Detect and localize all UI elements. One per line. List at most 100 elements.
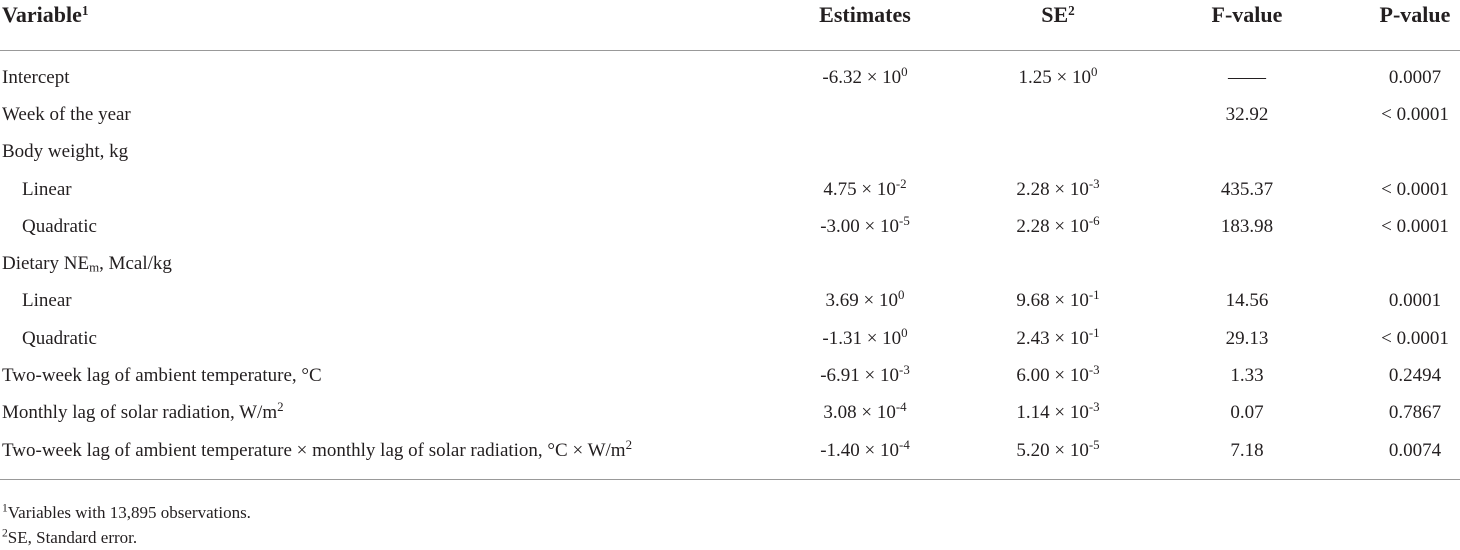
superscript: -2	[895, 175, 907, 191]
text: -3.00 × 10	[820, 215, 900, 237]
text: 32.92	[1225, 103, 1269, 125]
superscript: 1	[2, 501, 8, 515]
table-cell: Two-week lag of ambient temperature, °C	[0, 357, 760, 394]
text: Body weight, kg	[2, 141, 129, 163]
table-cell: Quadratic	[0, 320, 760, 357]
superscript: -3	[1088, 175, 1100, 191]
superscript: -4	[899, 436, 910, 452]
text: Variables with 13,895 observations.	[7, 503, 251, 522]
subscript: m	[89, 259, 100, 275]
header-cell: P-value	[1348, 0, 1460, 51]
superscript: -6	[1088, 212, 1100, 228]
text: Quadratic	[22, 215, 97, 237]
table-cell: 7.18	[1146, 431, 1348, 481]
text: SE	[1041, 2, 1069, 27]
table-cell: 3.69 × 100	[760, 283, 970, 320]
text: Monthly lag of solar radiation, W/m	[2, 402, 278, 424]
table-cell: 183.98	[1146, 208, 1348, 245]
text: Quadratic	[22, 327, 97, 349]
text: 6.00 × 10	[1016, 365, 1089, 387]
table-cell: 0.7867	[1348, 395, 1460, 432]
table-cell: 0.0007	[1348, 51, 1460, 97]
table-cell: -6.91 × 10-3	[760, 357, 970, 394]
table-cell: -1.40 × 10-4	[760, 431, 970, 481]
table-cell: Linear	[0, 171, 760, 208]
table-cell: < 0.0001	[1348, 96, 1460, 133]
text: Variable	[2, 2, 82, 27]
table-cell: 3.08 × 10-4	[760, 395, 970, 432]
header-cell: Variable1	[0, 0, 760, 51]
text: < 0.0001	[1381, 327, 1449, 349]
text: < 0.0001	[1381, 178, 1449, 200]
table-row: Week of the year 32.92 < 0.0001	[0, 96, 1460, 133]
header-row: Variable1 Estimates SE2 F-value P-value	[0, 0, 1460, 51]
table-cell	[1146, 245, 1348, 282]
table-cell	[1348, 134, 1460, 171]
table-row: Monthly lag of solar radiation, W/m2 3.08…	[0, 395, 1460, 432]
text: 1.25 × 10	[1018, 66, 1091, 88]
superscript: 1	[81, 2, 89, 18]
text: 2.28 × 10	[1016, 215, 1089, 237]
text: 1.14 × 10	[1016, 402, 1089, 424]
table-cell: Quadratic	[0, 208, 760, 245]
text: -6.32 × 10	[822, 66, 902, 88]
text: SE, Standard error.	[7, 528, 138, 547]
table-cell: < 0.0001	[1348, 208, 1460, 245]
table-row: Two-week lag of ambient temperature, °C -…	[0, 357, 1460, 394]
table-cell: ——	[1146, 51, 1348, 97]
text: 2.43 × 10	[1016, 327, 1089, 349]
superscript: 0	[901, 63, 908, 79]
table-cell: 9.68 × 10-1	[970, 283, 1146, 320]
text: 3.69 × 10	[825, 290, 898, 312]
table-cell	[760, 96, 970, 133]
superscript: 2	[277, 399, 284, 415]
table-cell: 2.43 × 10-1	[970, 320, 1146, 357]
text: -6.91 × 10	[820, 365, 900, 387]
superscript: -5	[899, 212, 910, 228]
table-cell	[1146, 134, 1348, 171]
superscript: -4	[895, 399, 907, 415]
table-row: Linear 4.75 × 10-2 2.28 × 10-3 435.37 < 0.00…	[0, 171, 1460, 208]
table-cell	[1348, 245, 1460, 282]
table-cell: Linear	[0, 283, 760, 320]
text: 3.08 × 10	[823, 402, 896, 424]
superscript: -3	[1088, 361, 1100, 377]
text: 4.75 × 10	[823, 178, 896, 200]
table-cell	[970, 96, 1146, 133]
data-table: Variable1 Estimates SE2 F-value P-value Inte…	[0, 0, 1460, 481]
table-cell: 4.75 × 10-2	[760, 171, 970, 208]
table-cell	[970, 134, 1146, 171]
superscript: 0	[1091, 63, 1098, 79]
text: -1.31 × 10	[822, 327, 902, 349]
text: 14.56	[1225, 290, 1269, 312]
footnote: 2SE, Standard error.	[2, 525, 251, 550]
table-cell: 0.0001	[1348, 283, 1460, 320]
superscript: -1	[1088, 324, 1100, 340]
table-row: Two-week lag of ambient temperature × mo…	[0, 431, 1460, 481]
table-row: Quadratic -1.31 × 100 2.43 × 10-1 29.13 < 0.…	[0, 320, 1460, 357]
text: 0.7867	[1388, 402, 1442, 424]
table-row: Dietary NEm, Mcal/kg	[0, 245, 1460, 282]
table-cell: Two-week lag of ambient temperature × mo…	[0, 431, 760, 481]
text: Estimates	[819, 2, 911, 27]
table-cell	[760, 134, 970, 171]
header-cell: F-value	[1146, 0, 1348, 51]
table-cell: Dietary NEm, Mcal/kg	[0, 245, 760, 282]
superscript: -3	[1088, 399, 1100, 415]
footnotes: 1Variables with 13,895 observations. 2SE,…	[2, 500, 251, 550]
table-cell: < 0.0001	[1348, 320, 1460, 357]
table-cell	[760, 245, 970, 282]
table-cell: 1.14 × 10-3	[970, 395, 1146, 432]
text: Two-week lag of ambient temperature × mo…	[2, 439, 626, 461]
table-cell: 14.56	[1146, 283, 1348, 320]
text: < 0.0001	[1381, 215, 1449, 237]
table-cell: Monthly lag of solar radiation, W/m2	[0, 395, 760, 432]
superscript: -3	[899, 361, 910, 377]
text: Linear	[22, 290, 72, 312]
text: Linear	[22, 178, 72, 200]
text: 0.0007	[1388, 66, 1442, 88]
table-cell: -1.31 × 100	[760, 320, 970, 357]
superscript: 2	[625, 436, 633, 452]
table-cell: 0.0074	[1348, 431, 1460, 481]
